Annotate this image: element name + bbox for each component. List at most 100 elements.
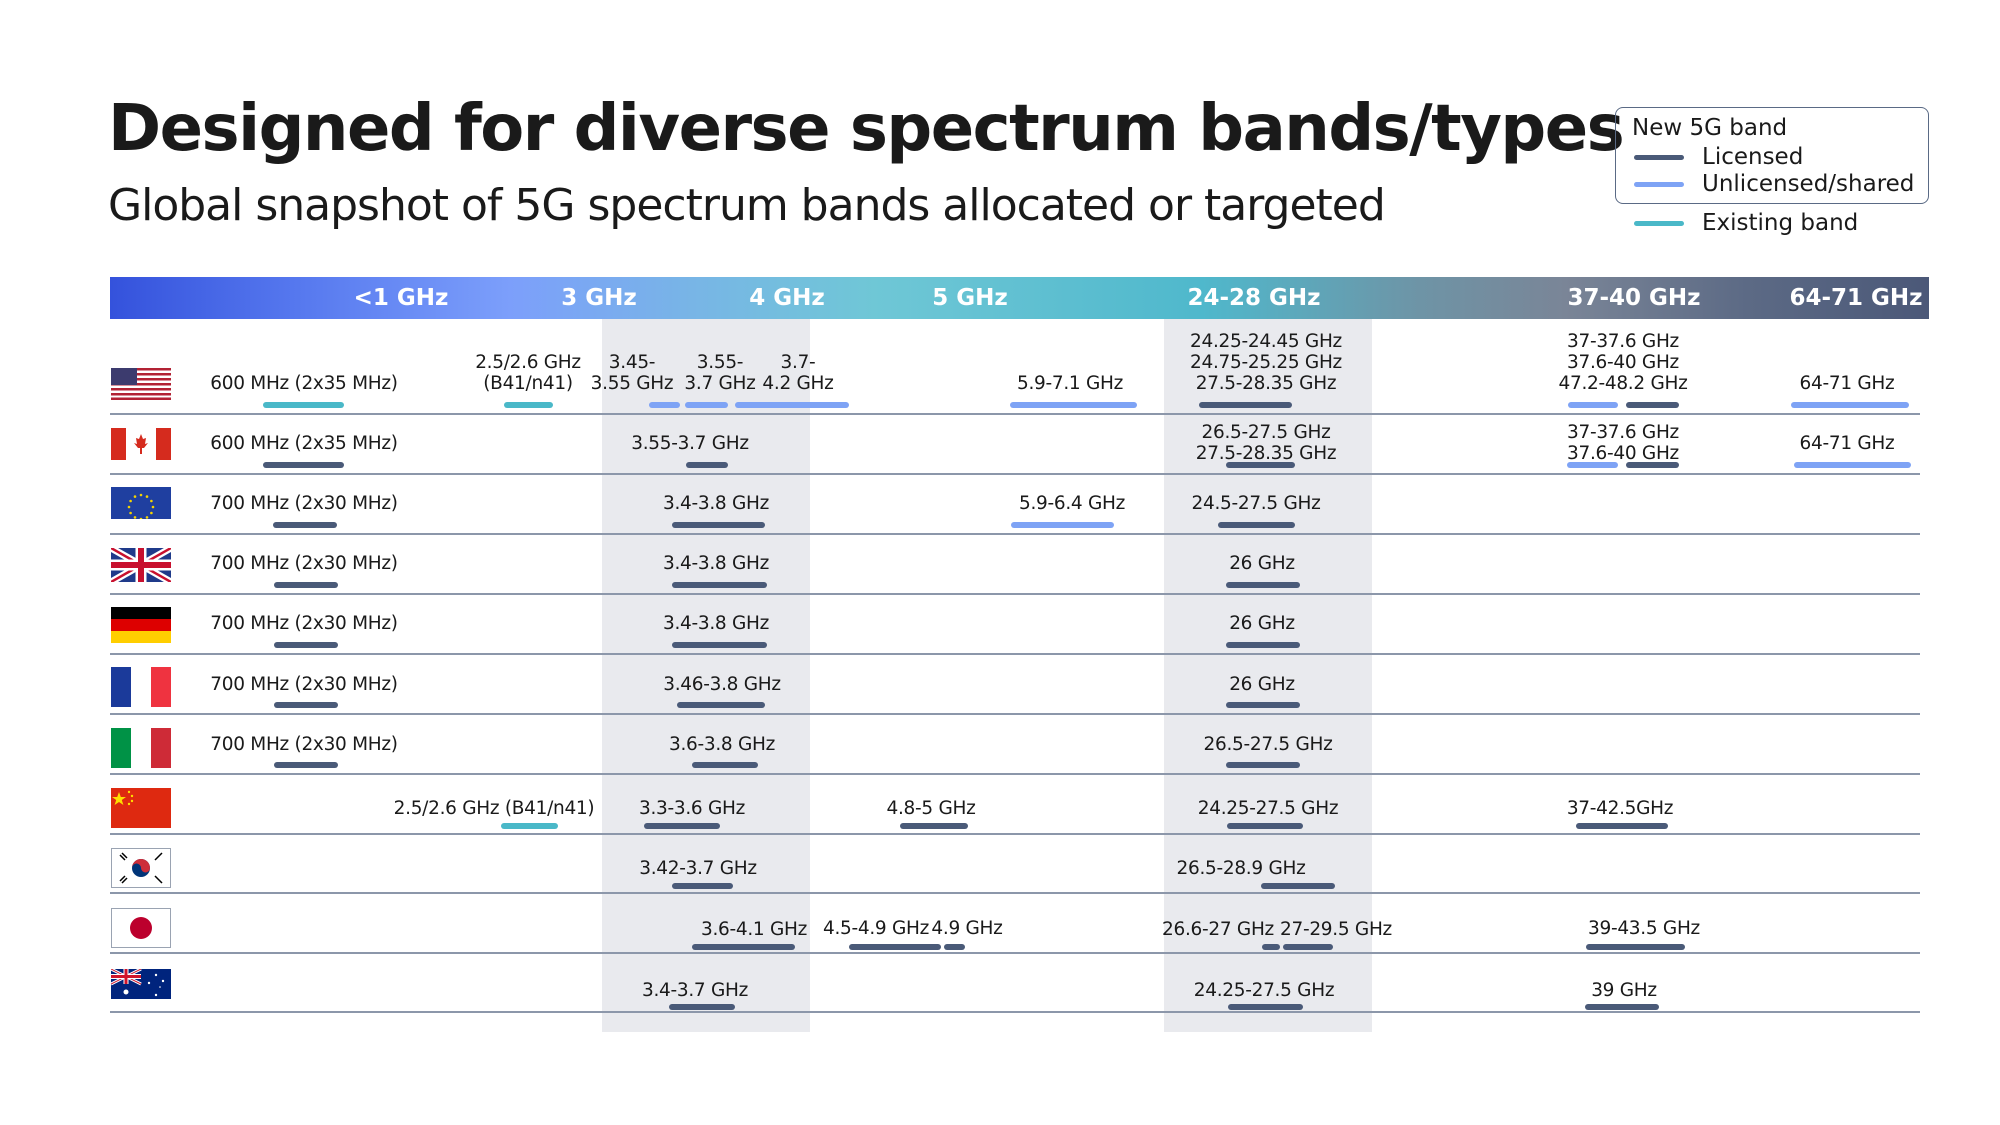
band-bar-licensed	[849, 944, 941, 950]
band-label: 600 MHz (2x35 MHz)	[210, 433, 398, 454]
band-bar-licensed	[1226, 702, 1300, 708]
band-label: 27-29.5 GHz	[1280, 919, 1392, 940]
row-divider	[110, 413, 1920, 415]
band-label: 700 MHz (2x30 MHz)	[210, 493, 398, 514]
band-label: 3.55-3.7 GHz	[631, 433, 749, 454]
band-label: 3.4-3.8 GHz	[662, 613, 770, 634]
south-korea-flag-icon	[111, 848, 171, 888]
uk-flag-icon	[111, 548, 171, 582]
band-label: 3.4-3.8 GHz	[662, 493, 770, 514]
band-bar-licensed	[677, 702, 765, 708]
existing-swatch-icon	[1634, 220, 1684, 226]
band-bar-licensed	[669, 1004, 735, 1010]
band-bar-unlicensed	[1011, 522, 1114, 528]
us-flag-icon	[111, 368, 171, 400]
page-title: Designed for diverse spectrum bands/type…	[108, 92, 1625, 166]
band-label: 700 MHz (2x30 MHz)	[210, 553, 398, 574]
row-divider	[110, 653, 1920, 655]
row-divider	[110, 773, 1920, 775]
band-label: 24.25-24.45 GHz 24.75-25.25 GHz 27.5-28.…	[1190, 331, 1342, 394]
band-label: 39-43.5 GHz	[1588, 918, 1700, 939]
legend-label: Licensed	[1702, 144, 1804, 170]
band-header-64-71ghz: 64-71 GHz	[1789, 285, 1923, 311]
band-bar-licensed	[672, 522, 765, 528]
band-label: 26 GHz	[1229, 613, 1295, 634]
row-divider	[110, 892, 1920, 894]
band-bar-licensed	[274, 582, 338, 588]
band-bar-licensed	[672, 642, 767, 648]
japan-flag-icon	[111, 908, 171, 948]
band-bar-licensed	[1261, 883, 1335, 889]
band-header-5ghz: 5 GHz	[932, 285, 1008, 311]
band-label: 4.9 GHz	[931, 918, 1003, 939]
band-bar-unlicensed	[735, 402, 849, 408]
band-bar-licensed	[274, 642, 338, 648]
band-header-37-40ghz: 37-40 GHz	[1567, 285, 1701, 311]
band-label: 26.5-28.9 GHz	[1176, 858, 1306, 879]
band-label: 600 MHz (2x35 MHz)	[210, 373, 398, 394]
band-bar-licensed	[1576, 823, 1668, 829]
band-bar-unlicensed	[1010, 402, 1137, 408]
band-label: 700 MHz (2x30 MHz)	[210, 613, 398, 634]
band-bar-licensed	[1226, 462, 1295, 468]
band-bar-licensed	[692, 762, 758, 768]
band-bar-licensed	[1626, 402, 1679, 408]
band-bar-licensed	[1218, 522, 1295, 528]
band-label: 4.8-5 GHz	[886, 798, 976, 819]
row-divider	[110, 533, 1920, 535]
band-bar-licensed	[900, 823, 968, 829]
band-label: 24.5-27.5 GHz	[1191, 493, 1321, 514]
band-label: 700 MHz (2x30 MHz)	[210, 674, 398, 695]
band-bar-licensed	[686, 462, 728, 468]
band-bar-licensed	[1585, 1004, 1659, 1010]
band-bar-licensed	[644, 823, 720, 829]
band-label: 37-42.5GHz	[1566, 798, 1674, 819]
band-bar-licensed	[672, 883, 733, 889]
band-label: 3.6-3.8 GHz	[668, 734, 776, 755]
band-label: 26.5-27.5 GHz	[1203, 734, 1333, 755]
legend-title: New 5G band	[1632, 115, 1788, 141]
band-label: 3.7- 4.2 GHz	[762, 352, 834, 394]
band-bar-licensed	[1626, 462, 1679, 468]
band-label: 2.5/2.6 GHz (B41/n41)	[393, 798, 595, 819]
band-bar-licensed	[1283, 944, 1333, 950]
band-bar-licensed	[672, 582, 767, 588]
band-header-4ghz: 4 GHz	[749, 285, 825, 311]
band-bar-unlicensed	[1794, 462, 1911, 468]
row-divider	[110, 1011, 1920, 1013]
legend-item-existing: Existing band	[1634, 209, 1858, 237]
band-label: 26.6-27 GHz	[1162, 919, 1274, 940]
band-bar-licensed	[273, 522, 337, 528]
band-label: 64-71 GHz	[1799, 373, 1895, 394]
band-bar-unlicensed	[1567, 462, 1618, 468]
band-label: 3.46-3.8 GHz	[663, 674, 781, 695]
band-bar-licensed	[1228, 1004, 1303, 1010]
band-label: 4.5-4.9 GHz	[822, 918, 930, 939]
band-bar-existing	[501, 823, 558, 829]
band-bar-licensed	[274, 702, 338, 708]
band-label: 3.4-3.7 GHz	[641, 980, 749, 1001]
row-divider	[110, 593, 1920, 595]
licensed-swatch-icon	[1634, 154, 1684, 160]
band-bar-licensed	[1226, 762, 1300, 768]
band-bar-licensed	[1262, 944, 1280, 950]
row-divider	[110, 473, 1920, 475]
row-divider	[110, 833, 1920, 835]
france-flag-icon	[111, 667, 171, 707]
frequency-header-bar: <1 GHz 3 GHz 4 GHz 5 GHz 24-28 GHz 37-40…	[110, 277, 1929, 319]
row-divider	[110, 952, 1920, 954]
row-divider	[110, 713, 1920, 715]
band-label: 3.4-3.8 GHz	[662, 553, 770, 574]
legend-box	[1615, 107, 1929, 204]
band-label: 3.45- 3.55 GHz	[590, 352, 674, 394]
band-header-sub1ghz: <1 GHz	[353, 285, 449, 311]
band-label: 24.25-27.5 GHz	[1197, 798, 1339, 819]
band-bar-unlicensed	[685, 402, 728, 408]
band-label: 3.55- 3.7 GHz	[684, 352, 756, 394]
band-label: 3.3-3.6 GHz	[638, 798, 746, 819]
band-bar-licensed	[274, 762, 338, 768]
band-bar-licensed	[1586, 944, 1685, 950]
band-label: 26 GHz	[1229, 553, 1295, 574]
band-bar-unlicensed	[1791, 402, 1909, 408]
band-label: 3.6-4.1 GHz	[700, 919, 808, 940]
